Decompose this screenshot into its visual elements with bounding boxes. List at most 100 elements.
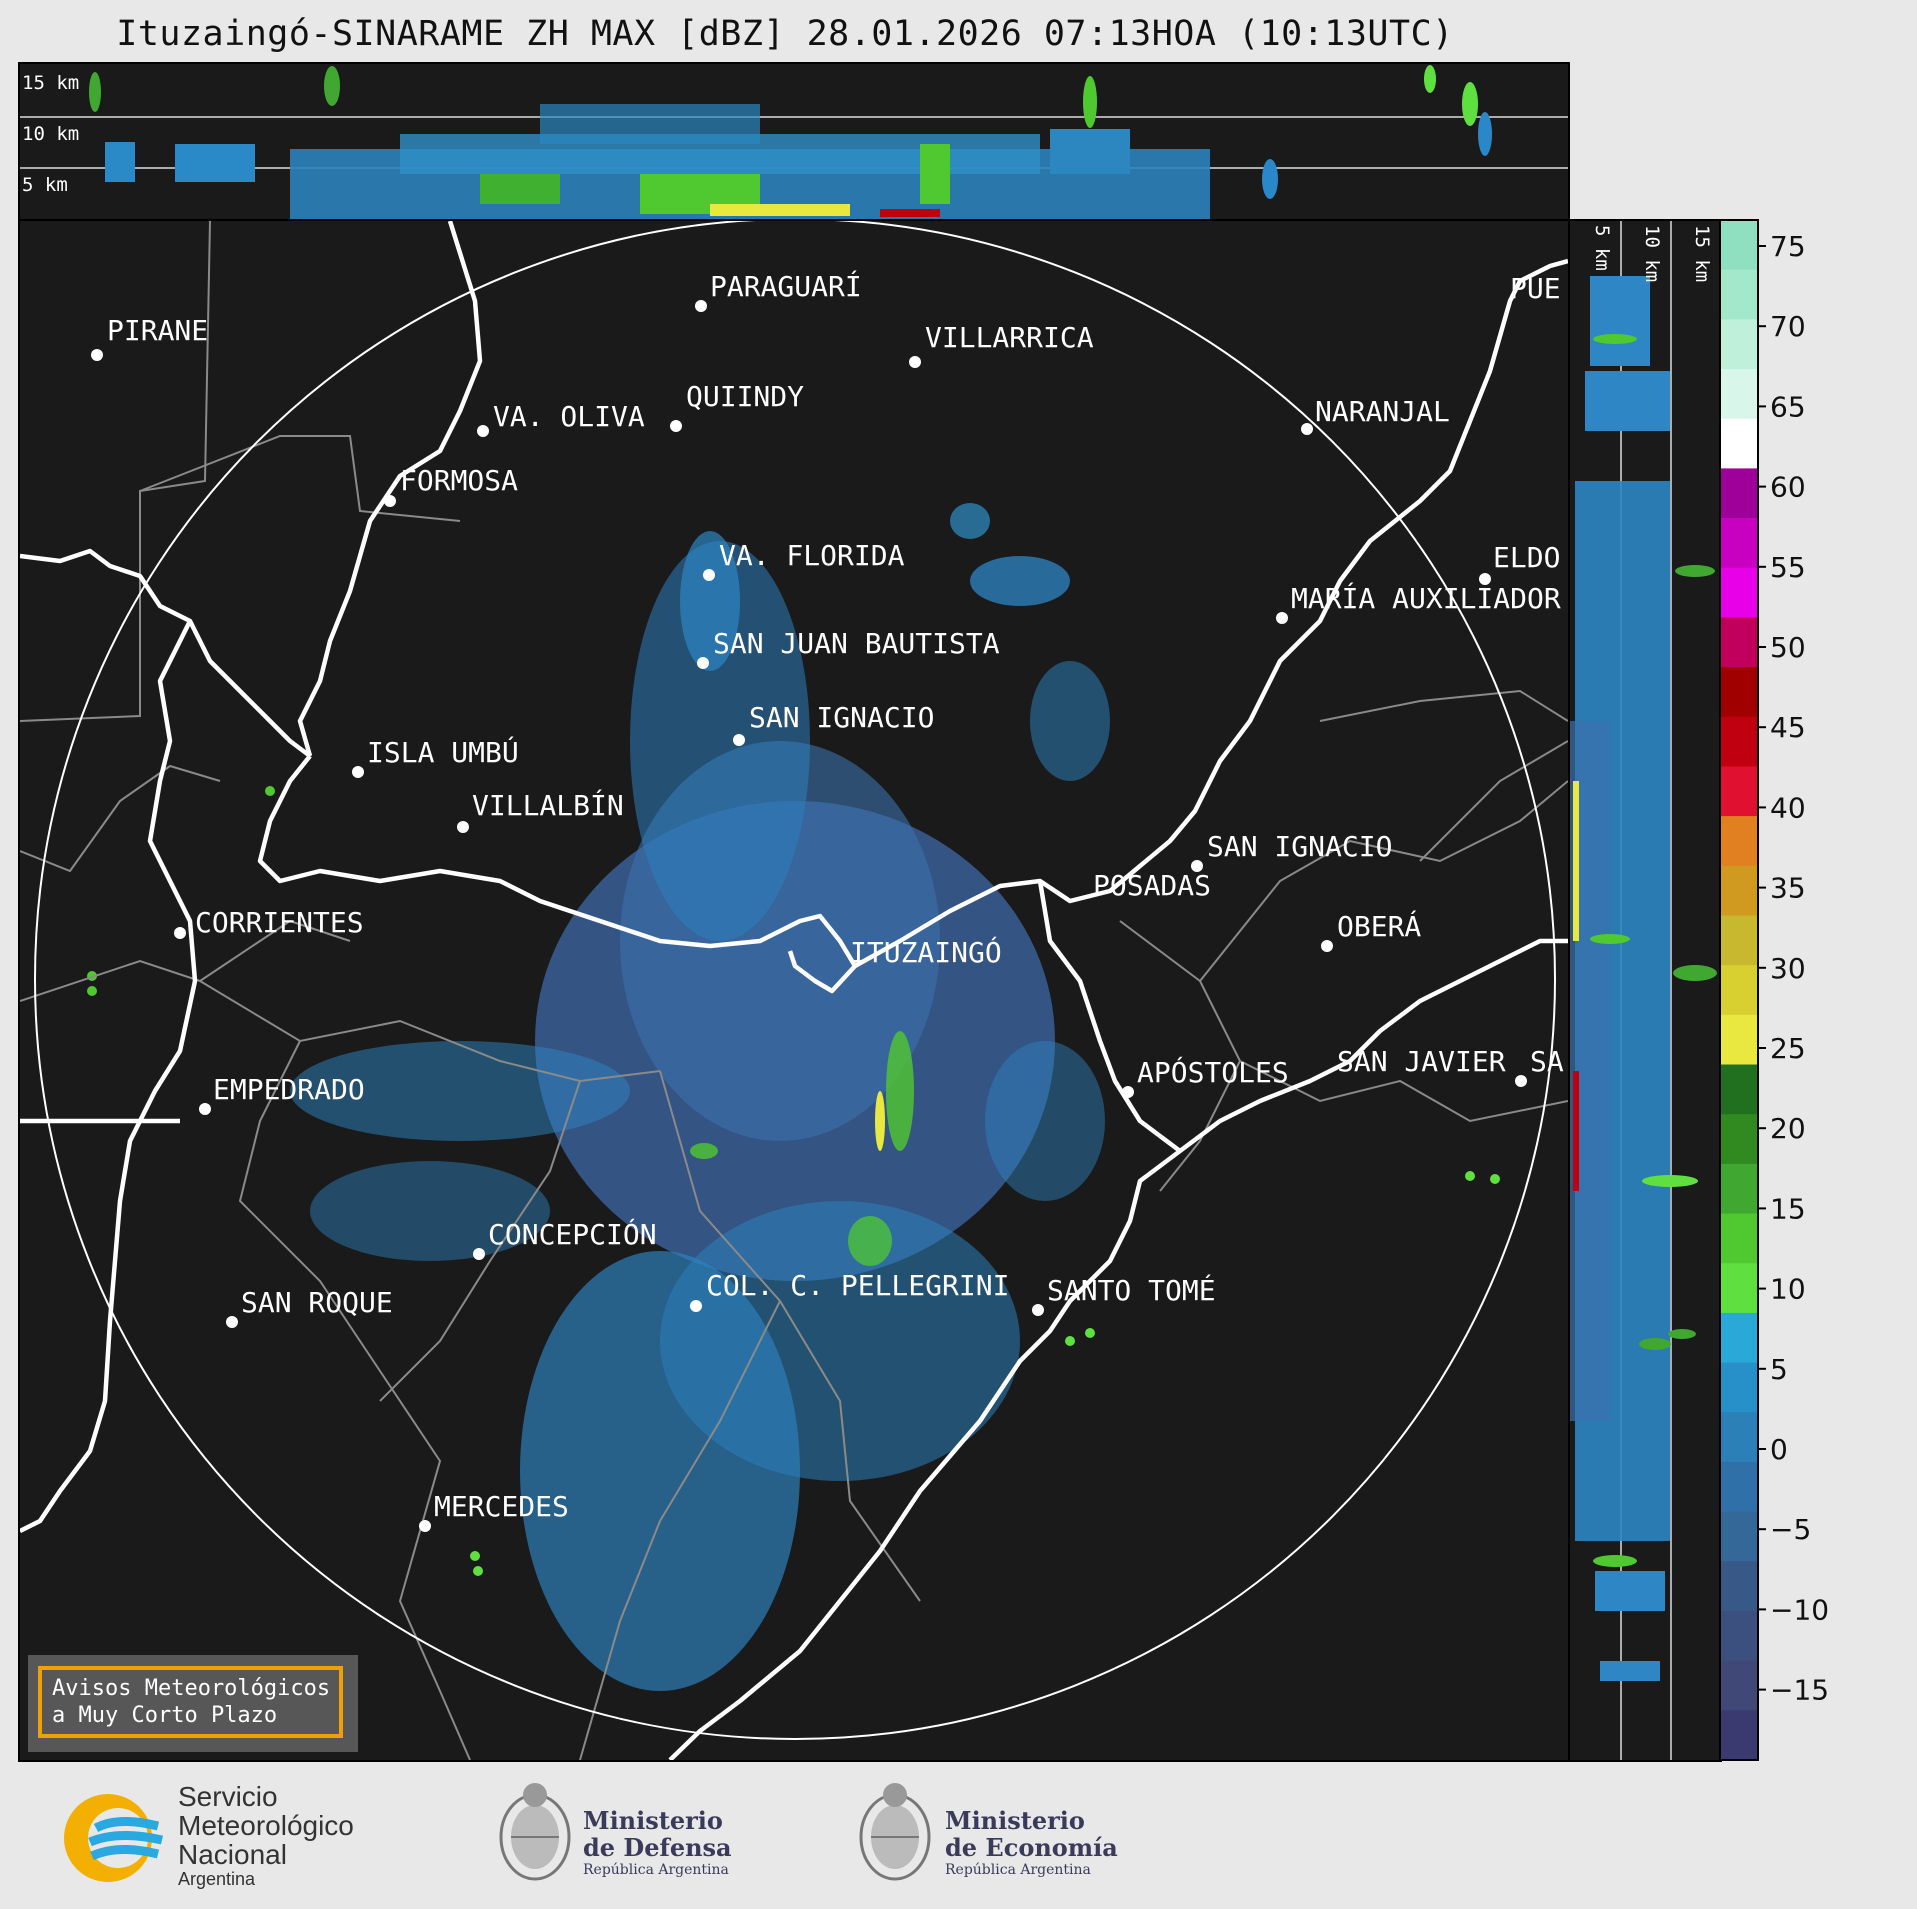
- colorbar-band: [1720, 1710, 1758, 1761]
- economia-line3: República Argentina: [945, 1862, 1091, 1878]
- smn-logo: Servicio Meteorológico Nacional Argentin…: [58, 1782, 398, 1892]
- colorbar-tick-label: 65: [1770, 390, 1806, 423]
- colorbar-tick-label: 5: [1770, 1353, 1788, 1386]
- colorbar: 75 70 65 60 55 50 45 40 35 30 25 20 15 10 5 0 −5 −10 −15: [1718, 219, 1908, 1762]
- national-shield-icon: [499, 1783, 571, 1881]
- colorbar-band: [1720, 1014, 1758, 1066]
- colorbar-band: [1720, 1511, 1758, 1562]
- city-label-quiindy: QUIINDY: [686, 380, 804, 413]
- defensa-line2: de Defensa: [583, 1833, 732, 1862]
- city-label-apostoles: APÓSTOLES: [1137, 1055, 1289, 1089]
- colorbar-tick-label: 60: [1770, 471, 1806, 504]
- city-label-isla-umbu: ISLA UMBÚ: [367, 735, 519, 769]
- city-label-sa: SA: [1530, 1045, 1564, 1078]
- city-label-villarrica: VILLARRICA: [925, 321, 1094, 354]
- economia-line1: Ministerio: [945, 1806, 1085, 1835]
- city-label-san-ignacio-py: SAN IGNACIO: [749, 701, 934, 734]
- defensa-line3: República Argentina: [583, 1862, 729, 1878]
- aviso-link[interactable]: Avisos Meteorológicos a Muy Corto Plazo: [38, 1666, 343, 1738]
- colorbar-band: [1720, 1263, 1758, 1314]
- city-label-san-ignacio-ar: SAN IGNACIO: [1207, 830, 1392, 863]
- smn-line2: Meteorológico: [178, 1810, 354, 1841]
- colorbar-band: [1720, 1660, 1758, 1711]
- city-label-villalbin: VILLALBÍN: [472, 788, 624, 822]
- economia-logo: Ministerio de Economía República Argenti…: [855, 1775, 1135, 1900]
- city-label-col-pellegrini: COL. C. PELLEGRINI: [706, 1269, 1009, 1302]
- colorbar-tick-label: 40: [1770, 791, 1806, 824]
- colorbar-tick-label: 55: [1770, 551, 1806, 584]
- province-borders: [20, 221, 1568, 1760]
- aviso-line2: a Muy Corto Plazo: [52, 1703, 278, 1728]
- top-profile-echoes: [89, 65, 1492, 219]
- colorbar-band: [1720, 1561, 1758, 1612]
- city-label-mercedes: MERCEDES: [434, 1490, 569, 1523]
- colorbar-band: [1720, 369, 1758, 420]
- defensa-logo: Ministerio de Defensa República Argentin…: [495, 1775, 755, 1900]
- city-markers: [91, 300, 1527, 1532]
- colorbar-tick-label: 75: [1770, 230, 1806, 263]
- colorbar-band: [1720, 865, 1758, 916]
- city-label-formosa: FORMOSA: [400, 464, 518, 497]
- city-label-san-roque: SAN ROQUE: [241, 1286, 393, 1319]
- colorbar-band: [1720, 915, 1758, 966]
- colorbar-tick-label: 30: [1770, 952, 1806, 985]
- city-label-pirane: PIRANE: [107, 314, 208, 347]
- side-height-label-15: 15 km: [1691, 225, 1713, 282]
- side-height-label-10: 10 km: [1641, 225, 1663, 282]
- city-label-posadas: POSADAS: [1093, 869, 1211, 902]
- city-label-obera: OBERÁ: [1337, 909, 1421, 943]
- city-label-san-juan-bautista: SAN JUAN BAUTISTA: [713, 627, 1000, 660]
- colorbar-tick-label: 35: [1770, 872, 1806, 905]
- colorbar-tick-label: 20: [1770, 1112, 1806, 1145]
- colorbar-tick-label: 70: [1770, 310, 1806, 343]
- city-label-paraguari: PARAGUARÍ: [710, 269, 862, 303]
- colorbar-band: [1720, 617, 1758, 668]
- economia-line2: de Economía: [945, 1833, 1118, 1862]
- colorbar-band: [1720, 716, 1758, 767]
- colorbar-tick-label: −15: [1770, 1674, 1829, 1707]
- colorbar-band: [1720, 418, 1758, 469]
- city-label-naranjal: NARANJAL: [1315, 395, 1450, 428]
- colorbar-band: [1720, 567, 1758, 618]
- colorbar-bands: [1720, 220, 1758, 1761]
- city-label-pue: PUE: [1510, 272, 1561, 305]
- colorbar-band: [1720, 468, 1758, 519]
- radar-echoes: [87, 503, 1500, 1691]
- colorbar-band: [1720, 1362, 1758, 1413]
- colorbar-band: [1720, 1412, 1758, 1463]
- colorbar-band: [1720, 667, 1758, 718]
- side-height-label-5: 5 km: [1591, 225, 1613, 271]
- colorbar-tick-label: 25: [1770, 1032, 1806, 1065]
- colorbar-band: [1720, 518, 1758, 569]
- smn-line4: Argentina: [178, 1869, 256, 1889]
- radar-map: PARAGUARÍ PIRANE VILLARRICA VA. OLIVA QU…: [18, 219, 1570, 1762]
- top-height-label-15: 15 km: [22, 72, 79, 94]
- smn-line3: Nacional: [178, 1839, 287, 1870]
- colorbar-band: [1720, 319, 1758, 370]
- side-height-profile: 5 km 10 km 15 km: [1568, 219, 1722, 1762]
- colorbar-tick-label: −5: [1770, 1513, 1811, 1546]
- city-label-eldo: ELDO: [1493, 541, 1560, 574]
- city-label-va-oliva: VA. OLIVA: [493, 400, 645, 433]
- defensa-line1: Ministerio: [583, 1806, 723, 1835]
- colorbar-band: [1720, 1163, 1758, 1215]
- top-height-label-5: 5 km: [22, 174, 68, 196]
- range-ring: [34, 221, 1556, 1740]
- map-title: Ituzaingó-SINARAME ZH MAX [dBZ] 28.01.20…: [116, 14, 1454, 54]
- side-profile-echoes: [1570, 276, 1717, 1681]
- colorbar-band: [1720, 1610, 1758, 1662]
- city-label-corrientes: CORRIENTES: [195, 906, 364, 939]
- city-label-maria-auxiliador: MARÍA AUXILIADOR: [1291, 581, 1561, 615]
- colorbar-band: [1720, 1312, 1758, 1364]
- colorbar-tick-label: 10: [1770, 1273, 1806, 1306]
- colorbar-band: [1720, 1213, 1758, 1264]
- city-label-va-florida: VA. FLORIDA: [719, 539, 905, 572]
- colorbar-tick-label: 15: [1770, 1192, 1806, 1225]
- colorbar-band: [1720, 816, 1758, 867]
- colorbar-band: [1720, 965, 1758, 1016]
- top-height-profile: 15 km 10 km 5 km: [18, 62, 1570, 221]
- city-label-san-javier: SAN JAVIER: [1337, 1045, 1506, 1078]
- city-label-concepcion: CONCEPCIÓN: [488, 1217, 657, 1251]
- colorbar-band: [1720, 220, 1758, 271]
